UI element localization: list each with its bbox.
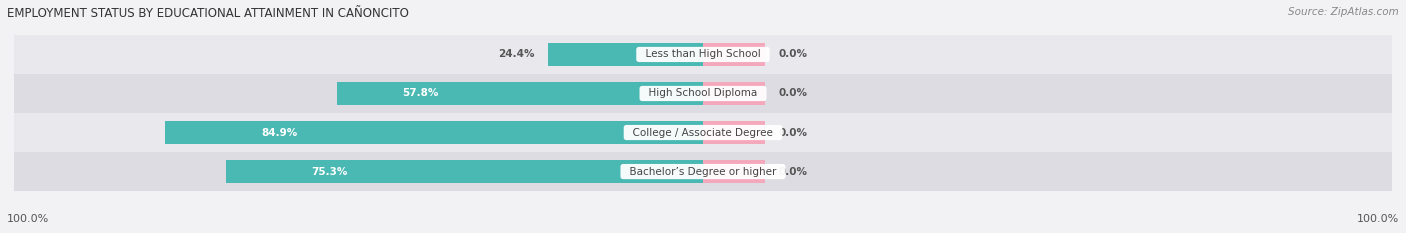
Text: 0.0%: 0.0% bbox=[779, 49, 808, 59]
Bar bbox=[14, 35, 1392, 74]
Text: Bachelor’s Degree or higher: Bachelor’s Degree or higher bbox=[623, 167, 783, 177]
Bar bbox=[14, 152, 1392, 191]
Text: EMPLOYMENT STATUS BY EDUCATIONAL ATTAINMENT IN CAÑONCITO: EMPLOYMENT STATUS BY EDUCATIONAL ATTAINM… bbox=[7, 7, 409, 20]
Text: Less than High School: Less than High School bbox=[638, 49, 768, 59]
Bar bbox=[14, 113, 1392, 152]
Bar bbox=[548, 43, 703, 66]
Legend: In Labor Force, Unemployed: In Labor Force, Unemployed bbox=[599, 232, 807, 233]
Text: College / Associate Degree: College / Associate Degree bbox=[626, 127, 780, 137]
Text: 0.0%: 0.0% bbox=[779, 167, 808, 177]
Text: 100.0%: 100.0% bbox=[7, 214, 49, 224]
Text: 57.8%: 57.8% bbox=[402, 89, 439, 99]
Text: High School Diploma: High School Diploma bbox=[643, 89, 763, 99]
Text: 84.9%: 84.9% bbox=[262, 127, 298, 137]
Bar bbox=[703, 121, 765, 144]
Text: 100.0%: 100.0% bbox=[1357, 214, 1399, 224]
Text: 0.0%: 0.0% bbox=[779, 127, 808, 137]
Bar bbox=[165, 121, 703, 144]
Bar bbox=[703, 43, 765, 66]
Bar bbox=[336, 82, 703, 105]
Bar bbox=[703, 82, 765, 105]
Bar bbox=[226, 160, 703, 183]
Text: 75.3%: 75.3% bbox=[312, 167, 349, 177]
Text: 0.0%: 0.0% bbox=[779, 89, 808, 99]
Text: Source: ZipAtlas.com: Source: ZipAtlas.com bbox=[1288, 7, 1399, 17]
Bar bbox=[703, 160, 765, 183]
Bar bbox=[14, 74, 1392, 113]
Text: 24.4%: 24.4% bbox=[498, 49, 534, 59]
